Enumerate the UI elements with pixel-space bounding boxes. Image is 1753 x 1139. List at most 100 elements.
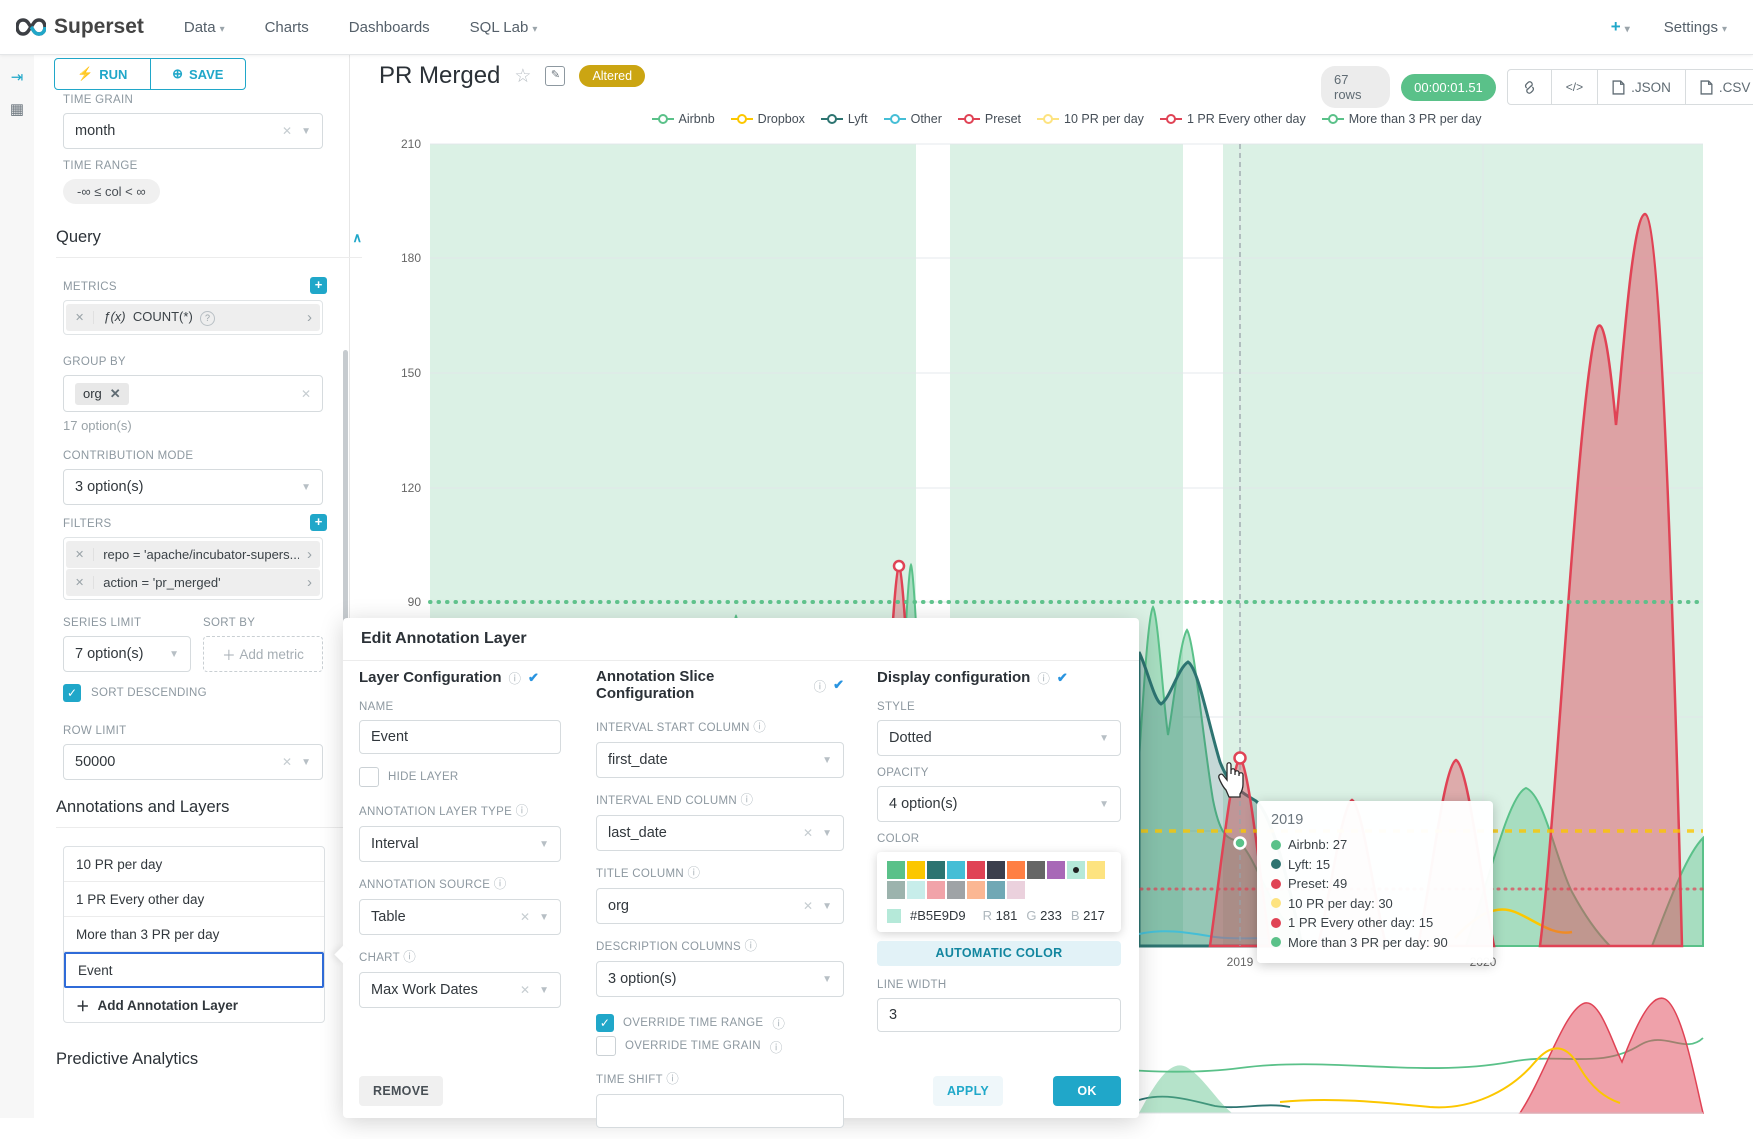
color-swatch[interactable] [1087,861,1105,879]
annotation-layer-type-select[interactable]: Interval ▼ [359,826,561,862]
series-limit-select[interactable]: 7 option(s) ▼ [63,636,191,672]
nav-sql-lab[interactable]: SQL Lab ▾ [469,18,538,36]
remove-chip-icon[interactable]: ✕ [109,385,121,401]
automatic-color-button[interactable]: AUTOMATIC COLOR [877,941,1121,966]
color-swatch[interactable] [927,861,945,879]
legend-item[interactable]: More than 3 PR per day [1321,112,1481,126]
filter-chip[interactable]: ✕ repo = 'apache/incubator-supers... › [66,541,320,568]
settings-menu[interactable]: Settings ▾ [1663,18,1727,36]
group-by-chip[interactable]: org ✕ [75,382,129,405]
color-swatch[interactable] [987,881,1005,899]
title-column-select[interactable]: org ✕ ▼ [596,888,844,924]
override-time-range-checkbox[interactable]: ✓ [596,1013,614,1032]
clear-icon[interactable]: ✕ [520,983,531,997]
override-time-grain-checkbox[interactable] [596,1036,616,1056]
run-button[interactable]: ⚡ RUN [55,59,151,89]
color-swatch-selected[interactable] [1067,861,1085,879]
sort-by-add-metric[interactable]: ＋ Add metric [203,636,323,672]
legend-item[interactable]: Dropbox [730,112,805,126]
expand-metric-icon[interactable]: › [307,309,312,326]
embed-code-button[interactable]: </> [1552,70,1599,104]
legend-item[interactable]: Lyft [820,112,868,126]
legend-item[interactable]: Other [883,112,942,126]
legend-item[interactable]: 10 PR per day [1037,112,1144,126]
color-swatch[interactable] [967,861,985,879]
color-swatch[interactable] [947,861,965,879]
nav-charts[interactable]: Charts [264,18,309,36]
color-swatch[interactable] [1047,861,1065,879]
favorite-star-icon[interactable]: ☆ [514,65,532,87]
color-swatch[interactable] [907,881,925,899]
annotation-layer-item[interactable]: 10 PR per day [64,847,324,882]
color-swatch[interactable] [1027,861,1045,879]
legend-item[interactable]: Airbnb [651,112,715,126]
scrollbar-thumb[interactable] [343,350,348,640]
color-swatch[interactable] [1007,861,1025,879]
legend-item[interactable]: Preset [957,112,1021,126]
group-by-select[interactable]: org ✕ ✕ [63,375,323,412]
time-grain-select[interactable]: month ✕ ▼ [63,113,323,149]
color-swatch[interactable] [907,861,925,879]
datasource-grid-icon[interactable]: ▦ [9,101,25,118]
ok-button[interactable]: OK [1053,1076,1121,1106]
description-columns-select[interactable]: 3 option(s) ▼ [596,961,844,997]
hex-value[interactable]: #B5E9D9 [910,908,966,923]
add-annotation-layer-button[interactable]: ＋ Add Annotation Layer [64,988,324,1022]
opacity-select[interactable]: 4 option(s) ▼ [877,786,1121,822]
color-swatch[interactable] [987,861,1005,879]
remove-metric-icon[interactable]: ✕ [66,311,95,324]
clear-icon[interactable]: ✕ [803,826,814,840]
metric-chip[interactable]: ✕ ƒ(x) COUNT(*) ? › [66,304,320,331]
interval-start-select[interactable]: first_date ▼ [596,742,844,778]
clear-icon[interactable]: ✕ [282,755,293,769]
color-swatch[interactable] [927,881,945,899]
hide-layer-checkbox[interactable] [359,767,379,787]
remove-button[interactable]: REMOVE [359,1076,443,1106]
clear-icon[interactable]: ✕ [803,899,814,913]
nav-dashboards[interactable]: Dashboards [348,18,430,36]
clear-icon[interactable]: ✕ [282,124,293,138]
annotation-layer-item[interactable]: 1 PR Every other day [64,882,324,917]
time-range-pill[interactable]: -∞ ≤ col < ∞ [63,179,160,204]
legend-item[interactable]: 1 PR Every other day [1159,112,1306,126]
apply-button[interactable]: APPLY [932,1076,1003,1106]
add-metric-button[interactable]: + [310,277,327,294]
add-filter-button[interactable]: + [310,514,327,531]
interval-end-select[interactable]: last_date ✕ ▼ [596,815,844,851]
annotation-source-select[interactable]: Table ✕ ▼ [359,899,561,935]
export-json-button[interactable]: .JSON [1598,70,1686,104]
copy-link-button[interactable] [1508,70,1552,104]
color-swatch[interactable] [1007,881,1025,899]
color-swatch[interactable] [887,881,905,899]
edit-properties-icon[interactable]: ✎ [545,66,566,86]
remove-filter-icon[interactable]: ✕ [66,576,95,589]
new-button[interactable]: + ▾ [1610,17,1630,36]
expand-filter-icon[interactable]: › [307,574,312,591]
filter-chip[interactable]: ✕ action = 'pr_merged' › [66,569,320,596]
remove-filter-icon[interactable]: ✕ [66,548,95,561]
contribution-mode-select[interactable]: 3 option(s) ▼ [63,469,323,505]
row-limit-select[interactable]: 50000 ✕ ▼ [63,744,323,780]
sort-descending-checkbox[interactable]: ✓ [63,684,81,702]
color-swatch[interactable] [947,881,965,899]
export-csv-button[interactable]: .CSV [1686,70,1753,104]
b-value[interactable]: 217 [1083,908,1105,923]
style-select[interactable]: Dotted ▼ [877,720,1121,756]
save-button[interactable]: ⊕ SAVE [172,66,224,82]
annotation-layer-item-selected[interactable]: Event [64,952,324,988]
superset-logo[interactable]: Superset [16,15,144,39]
clear-icon[interactable]: ✕ [520,910,531,924]
chevron-up-icon[interactable]: ∧ [352,229,362,245]
chart-select[interactable]: Max Work Dates ✕ ▼ [359,972,561,1008]
r-value[interactable]: 181 [995,908,1018,923]
expand-filter-icon[interactable]: › [307,546,312,563]
collapse-panel-icon[interactable]: ⇥ [10,69,24,86]
name-input[interactable] [359,720,561,754]
clear-icon[interactable]: ✕ [300,386,311,401]
nav-data[interactable]: Data ▾ [183,18,225,36]
annotation-layer-item[interactable]: More than 3 PR per day [64,917,324,952]
g-value[interactable]: 233 [1040,908,1062,923]
color-swatch[interactable] [967,881,985,899]
color-swatch[interactable] [887,861,905,879]
line-width-input[interactable] [877,998,1121,1032]
